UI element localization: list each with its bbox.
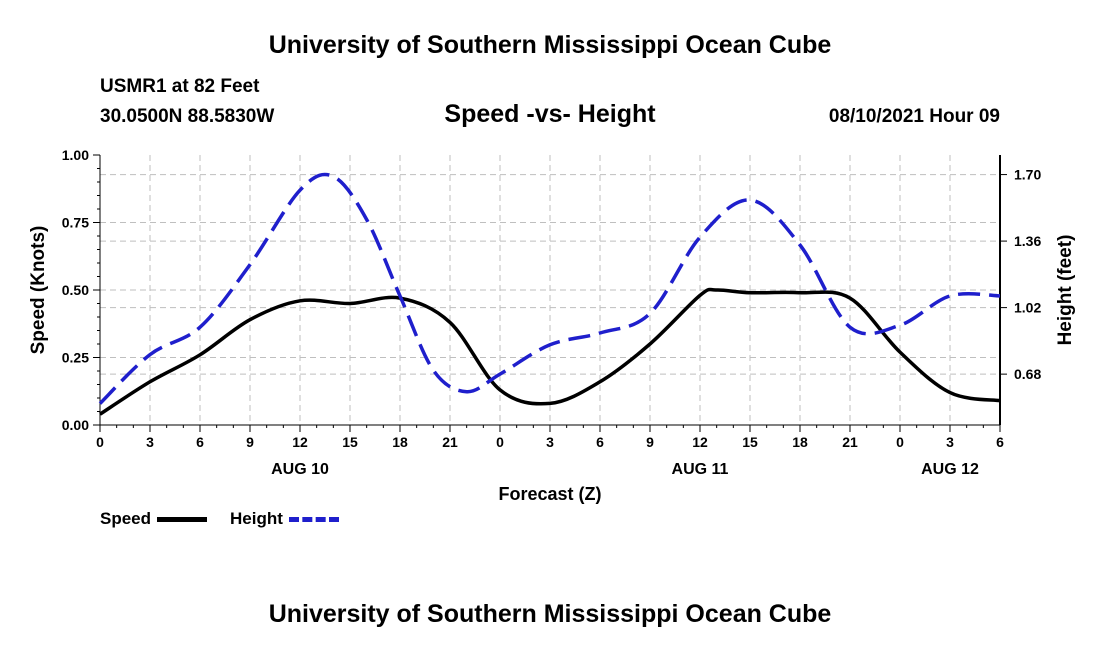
- legend-height-swatch: [288, 517, 339, 523]
- x-date-label: AUG 11: [672, 461, 729, 478]
- x-tick-label: 3: [946, 434, 954, 450]
- x-tick-label: 3: [546, 434, 554, 450]
- y2-axis-label: Height (feet): [1055, 235, 1076, 346]
- x-tick-label: 9: [646, 434, 654, 450]
- legend-height: Height: [230, 509, 339, 529]
- series-line-speed: [99, 287, 1001, 416]
- x-tick-label: 0: [896, 434, 904, 450]
- y-tick-label: 0.75: [62, 215, 89, 231]
- chart-title: University of Southern Mississippi Ocean…: [268, 31, 832, 59]
- y-tick-label: 0.25: [62, 350, 89, 366]
- y2-tick-label: 1.02: [1014, 300, 1041, 316]
- series-line-height: [98, 172, 1001, 405]
- x-tick-label: 12: [292, 434, 308, 450]
- y-tick-label: 1.00: [62, 147, 89, 163]
- x-tick-label: 18: [392, 434, 408, 450]
- legend-height-label: Height: [230, 509, 283, 528]
- y2-tick-label: 1.70: [1014, 167, 1041, 183]
- legend-speed: Speed: [100, 509, 207, 529]
- x-tick-label: 12: [692, 434, 708, 450]
- x-date-label: AUG 10: [271, 461, 329, 478]
- forecast-datetime: 08/10/2021 Hour 09: [828, 106, 1000, 127]
- station-coordinates: 30.0500N 88.5830W: [100, 106, 275, 127]
- chart-subtitle: Speed -vs- Height: [444, 100, 656, 128]
- legend-speed-label: Speed: [100, 509, 152, 528]
- x-tick-label: 15: [342, 434, 358, 450]
- x-tick-label: 18: [792, 434, 808, 450]
- x-tick-label: 0: [96, 434, 104, 450]
- x-tick-label: 15: [742, 434, 758, 450]
- x-tick-label: 6: [596, 434, 604, 450]
- x-axis-label: Forecast (Z): [498, 484, 601, 504]
- y-tick-label: 0.50: [62, 282, 89, 298]
- x-tick-label: 21: [842, 434, 858, 450]
- y-axis-label: Speed (Knots): [28, 226, 49, 355]
- x-tick-label: 21: [442, 434, 458, 450]
- y-tick-label: 0.00: [62, 417, 89, 433]
- x-tick-label: 3: [146, 434, 154, 450]
- x-tick-label: 9: [246, 434, 254, 450]
- y2-tick-label: 1.36: [1014, 233, 1041, 249]
- x-date-label: AUG 12: [921, 461, 979, 478]
- station-name: USMR1 at 82 Feet: [100, 76, 260, 97]
- x-tick-label: 6: [996, 434, 1004, 450]
- legend-speed-swatch: [156, 517, 207, 523]
- footer-title: University of Southern Mississippi Ocean…: [268, 600, 832, 628]
- x-tick-label: 6: [196, 434, 204, 450]
- y2-tick-label: 0.68: [1014, 366, 1041, 382]
- x-tick-label: 0: [496, 434, 504, 450]
